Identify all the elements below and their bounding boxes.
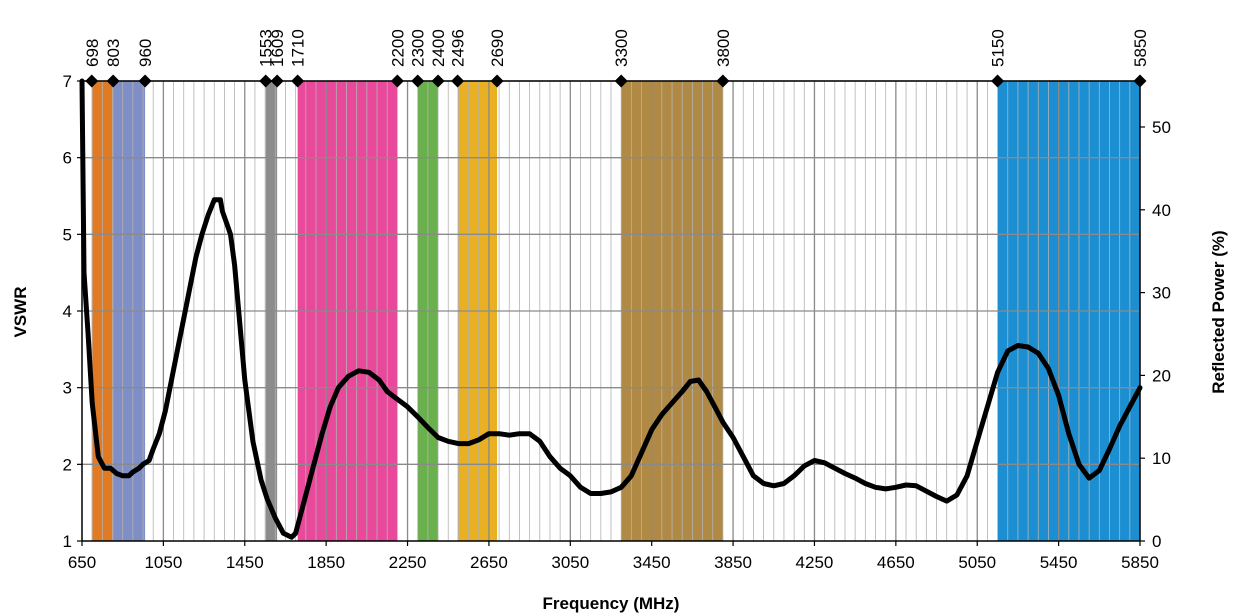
y-axis-title: VSWR xyxy=(11,287,30,338)
band-edge-label: 3300 xyxy=(612,29,631,67)
x-tick-label: 3050 xyxy=(551,553,589,572)
band-edge-label: 3800 xyxy=(714,29,733,67)
band-edge-label: 1609 xyxy=(268,29,287,67)
x-axis-title: Frequency (MHz) xyxy=(543,594,680,613)
vswr-series xyxy=(79,78,1143,540)
band-edge-marker xyxy=(1133,74,1147,88)
band-edge-label: 2200 xyxy=(388,29,407,67)
band-edge-label: 2300 xyxy=(409,29,428,67)
x-tick-label: 2250 xyxy=(389,553,427,572)
band-edge-marker xyxy=(411,74,425,88)
x-tick-label: 5850 xyxy=(1121,553,1159,572)
x-tick-label: 2650 xyxy=(470,553,508,572)
band-edge-marker xyxy=(291,74,305,88)
y2-tick-label: 50 xyxy=(1152,118,1171,137)
band-edge-marker xyxy=(716,74,730,88)
y-tick-label: 2 xyxy=(63,455,72,474)
x-tick-label: 5050 xyxy=(958,553,996,572)
band-edge-label: 698 xyxy=(83,39,102,67)
x-tick-label: 1850 xyxy=(307,553,345,572)
y2-axis-title: Reflected Power (%) xyxy=(1209,230,1228,393)
band-edge-marker xyxy=(259,74,273,88)
band-edge-label: 803 xyxy=(104,39,123,67)
tick-labels: 650 1050 1450 1850 2250 2650 3050 3450 3850 4250 4… xyxy=(63,29,1171,572)
band-edge-marker xyxy=(138,74,152,88)
x-tick-label: 4650 xyxy=(877,553,915,572)
x-tick-label: 4250 xyxy=(796,553,834,572)
band-edge-label: 2690 xyxy=(488,29,507,67)
y-tick-label: 3 xyxy=(63,379,72,398)
y-tick-label: 1 xyxy=(63,532,72,551)
x-tick-label: 1450 xyxy=(226,553,264,572)
y2-tick-label: 40 xyxy=(1152,201,1171,220)
band-edge-label: 1553 xyxy=(257,29,276,67)
band-edge-marker xyxy=(270,74,284,88)
band-edge-marker xyxy=(106,74,120,88)
y-tick-label: 5 xyxy=(63,225,72,244)
x-tick-label: 3450 xyxy=(633,553,671,572)
band-edge-marker xyxy=(614,74,628,88)
band-edge-label: 2496 xyxy=(449,29,468,67)
band-edge-marker xyxy=(85,74,99,88)
band-edge-markers xyxy=(85,74,1147,88)
y-tick-label: 7 xyxy=(63,72,72,91)
y2-tick-label: 30 xyxy=(1152,284,1171,303)
band-edge-label: 2400 xyxy=(429,29,448,67)
y-tick-label: 4 xyxy=(63,302,72,321)
y-tick-label: 6 xyxy=(63,149,72,168)
x-tick-label: 3850 xyxy=(714,553,752,572)
y2-tick-label: 0 xyxy=(1152,532,1161,551)
grid-lines xyxy=(82,80,1140,541)
vswr-curve xyxy=(79,78,1143,540)
y2-tick-label: 20 xyxy=(1152,366,1171,385)
band-edge-marker xyxy=(991,74,1005,88)
band-edge-marker xyxy=(451,74,465,88)
band-edge-label: 5850 xyxy=(1131,29,1150,67)
band-edge-label: 1710 xyxy=(289,29,308,67)
band-edge-marker xyxy=(490,74,504,88)
band-edge-marker xyxy=(431,74,445,88)
band-edge-marker xyxy=(390,74,404,88)
x-tick-label: 650 xyxy=(68,553,96,572)
band-edge-label: 5150 xyxy=(989,29,1008,67)
band-edge-label: 960 xyxy=(136,39,155,67)
x-tick-label: 1050 xyxy=(144,553,182,572)
y2-tick-label: 10 xyxy=(1152,449,1171,468)
x-tick-label: 5450 xyxy=(1040,553,1078,572)
plot-axes xyxy=(77,80,1145,546)
